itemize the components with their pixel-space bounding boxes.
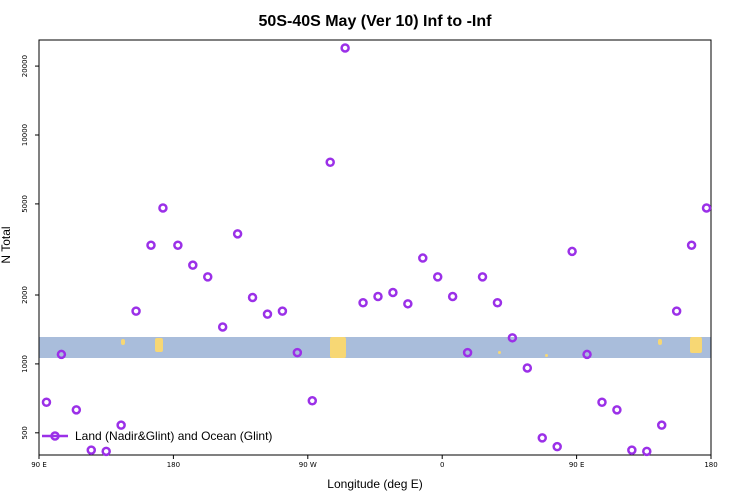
data-point bbox=[447, 291, 458, 302]
x-axis: 90 E 180 90 W 0 90 E 180 bbox=[31, 455, 718, 469]
data-point bbox=[388, 287, 398, 298]
data-point bbox=[582, 349, 592, 360]
x-tick-label: 0 bbox=[440, 461, 444, 469]
data-point bbox=[507, 333, 518, 343]
x-tick-label: 90 W bbox=[299, 461, 317, 469]
land-patch bbox=[330, 337, 346, 358]
data-band bbox=[39, 337, 711, 358]
land-patch bbox=[155, 338, 163, 352]
land-patch bbox=[498, 351, 501, 354]
data-point bbox=[462, 347, 473, 358]
data-point bbox=[552, 441, 562, 452]
data-point bbox=[686, 240, 697, 250]
data-point bbox=[373, 291, 383, 302]
data-point bbox=[101, 446, 111, 457]
data-point bbox=[247, 292, 258, 303]
y-axis-label: N Total bbox=[0, 226, 13, 263]
data-point bbox=[277, 306, 288, 316]
land-patch bbox=[658, 339, 662, 345]
data-point bbox=[56, 349, 67, 360]
chart-title: 50S-40S May (Ver 10) Inf to -Inf bbox=[259, 13, 493, 30]
y-axis: 500 1000 2000 5000 10000 20000 bbox=[21, 55, 39, 440]
y-tick-label: 1000 bbox=[21, 355, 29, 373]
land-patch bbox=[121, 339, 125, 345]
data-point bbox=[597, 397, 607, 407]
data-point bbox=[537, 433, 548, 443]
legend-marker bbox=[50, 431, 60, 441]
data-point bbox=[358, 297, 368, 308]
data-point bbox=[340, 43, 350, 53]
data-point bbox=[217, 322, 228, 332]
data-point bbox=[188, 260, 198, 270]
plot-frame bbox=[38, 39, 712, 456]
data-point bbox=[627, 445, 637, 455]
data-point bbox=[656, 420, 667, 430]
data-point bbox=[701, 203, 712, 213]
y-tick-label: 20000 bbox=[21, 55, 29, 77]
land-patch bbox=[690, 337, 702, 353]
data-point bbox=[403, 299, 413, 309]
legend-label: Land (Nadir&Glint) and Ocean (Glint) bbox=[75, 429, 272, 443]
y-tick-label: 10000 bbox=[21, 124, 29, 146]
data-point bbox=[131, 306, 141, 316]
data-point bbox=[41, 397, 52, 407]
data-point bbox=[567, 246, 577, 257]
data-point bbox=[173, 240, 183, 250]
data-point bbox=[307, 396, 318, 406]
y-tick-label: 500 bbox=[21, 426, 29, 439]
data-points bbox=[41, 43, 712, 457]
data-point bbox=[642, 446, 652, 457]
data-point bbox=[116, 420, 126, 430]
data-point bbox=[146, 240, 156, 250]
x-tick-label: 180 bbox=[704, 461, 717, 469]
band-strip bbox=[39, 337, 711, 358]
data-point bbox=[418, 253, 428, 263]
x-tick-label: 180 bbox=[167, 461, 180, 469]
x-tick-label: 90 E bbox=[569, 461, 585, 469]
y-tick-label: 5000 bbox=[21, 195, 29, 213]
x-tick-label: 90 E bbox=[31, 461, 47, 469]
data-point bbox=[522, 363, 533, 373]
data-point bbox=[158, 203, 168, 213]
data-point bbox=[612, 405, 622, 415]
x-axis-label: Longitude (deg E) bbox=[327, 477, 422, 491]
y-tick-label: 2000 bbox=[21, 286, 29, 304]
data-point bbox=[325, 157, 335, 168]
legend: Land (Nadir&Glint) and Ocean (Glint) bbox=[42, 429, 272, 443]
data-point bbox=[432, 272, 443, 282]
data-point bbox=[492, 297, 503, 308]
data-point bbox=[477, 272, 488, 282]
data-point bbox=[671, 306, 682, 316]
data-point bbox=[292, 347, 303, 358]
data-point bbox=[232, 229, 243, 239]
data-point bbox=[86, 445, 97, 455]
data-point bbox=[71, 405, 82, 415]
land-patch bbox=[545, 354, 548, 357]
data-point bbox=[262, 309, 273, 319]
data-point bbox=[202, 272, 213, 282]
